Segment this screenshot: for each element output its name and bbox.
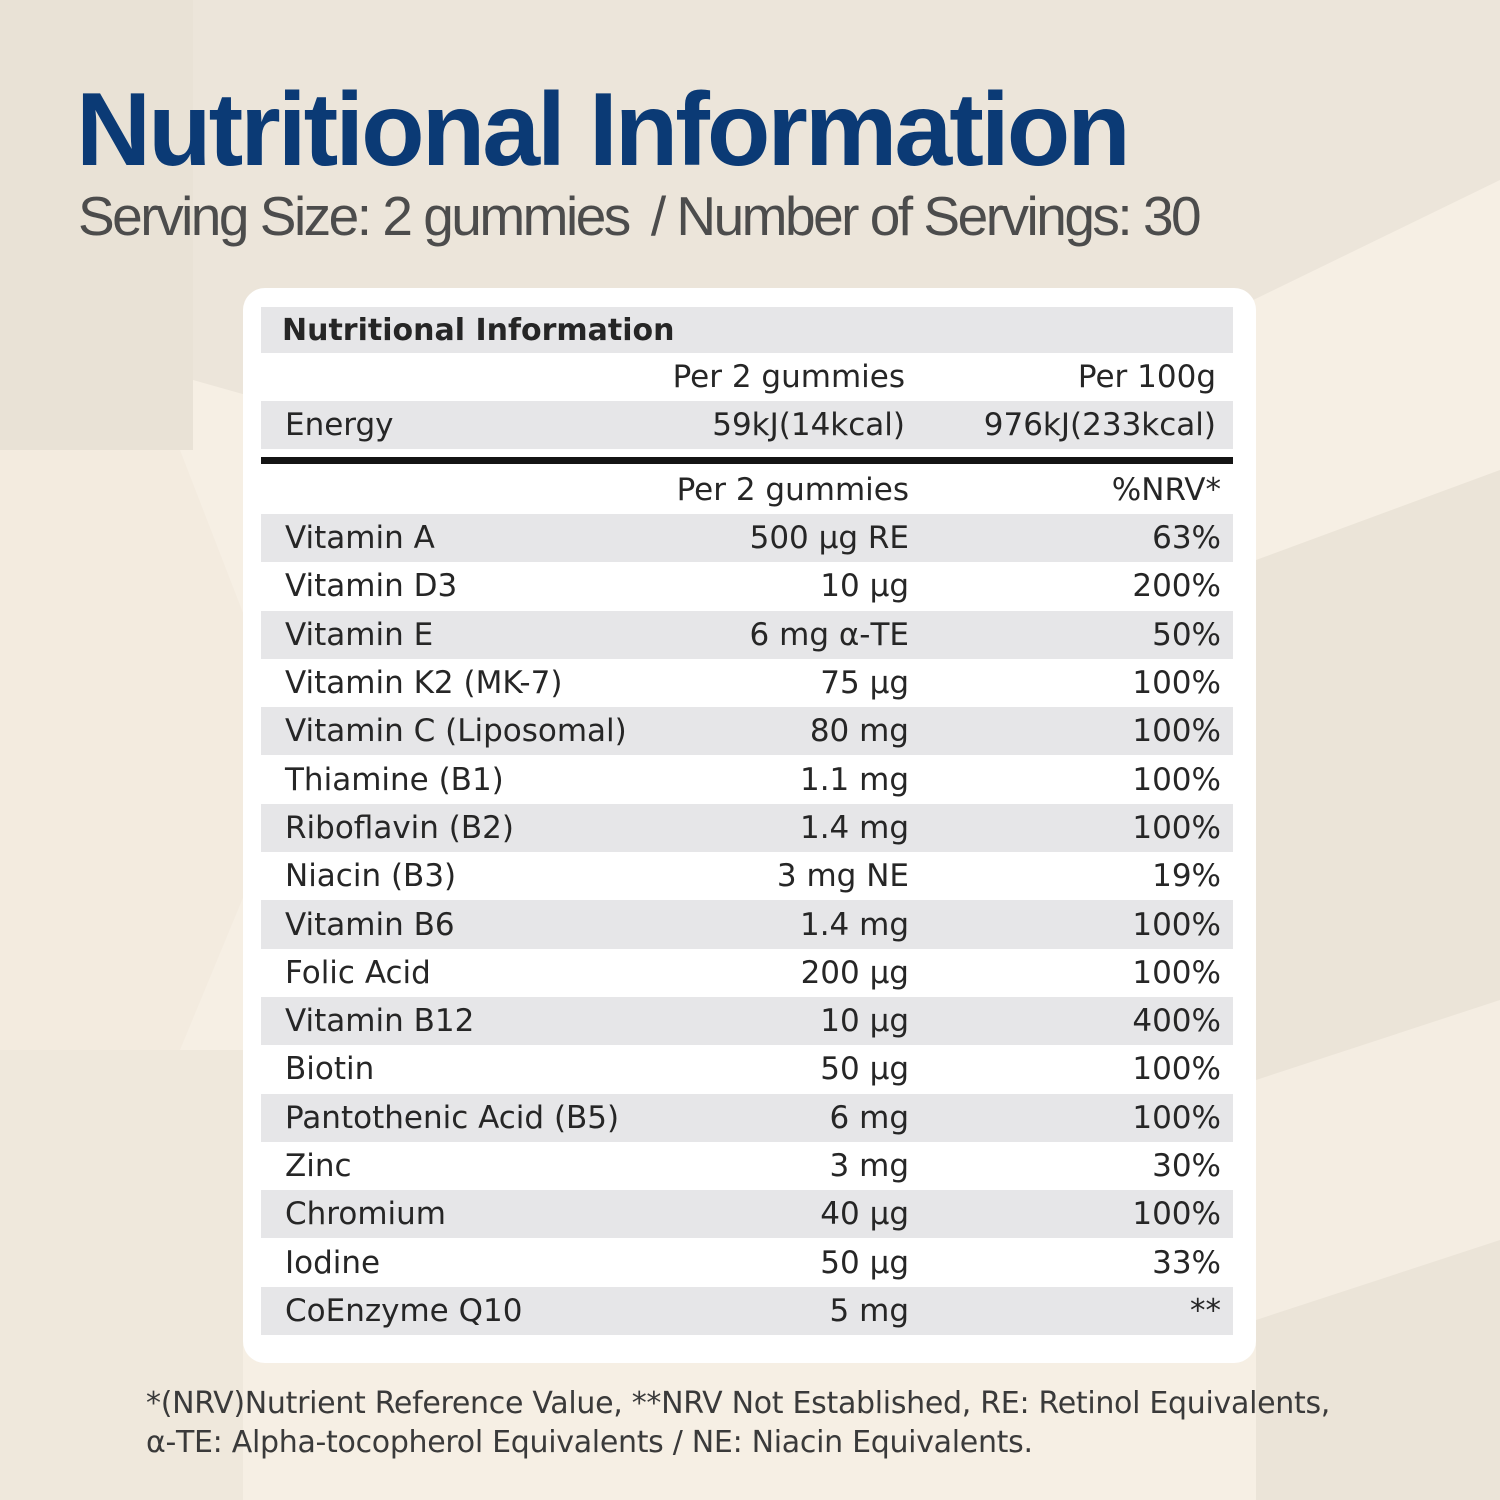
nutrient-name: Vitamin A [285, 520, 435, 557]
table-row: Thiamine (B1) 1.1 mg 100% [261, 755, 1233, 803]
nutrient-name: Biotin [285, 1051, 375, 1088]
nutrient-amount: 1.4 mg [799, 906, 909, 943]
table-row: Vitamin B6 1.4 mg 100% [261, 900, 1233, 949]
nutrient-name: Vitamin B6 [285, 906, 455, 943]
nutrient-nrv: 33% [1152, 1244, 1221, 1281]
energy-label: Energy [285, 407, 394, 443]
nutrient-name: Vitamin E [285, 616, 434, 653]
table-row: Vitamin K2 (MK-7) 75 µg 100% [261, 659, 1233, 707]
table-row: CoEnzyme Q10 5 mg ** [261, 1286, 1233, 1336]
nutrient-name: Iodine [285, 1244, 381, 1281]
nutrient-name: Thiamine (B1) [285, 761, 504, 798]
nutrient-name: Zinc [285, 1148, 352, 1184]
energy-row: Energy 59kJ(14kcal) 976kJ(233kcal) [261, 401, 1233, 449]
table-row: Zinc 3 mg 30% [261, 1142, 1233, 1190]
nutrient-header-row: Per 2 gummies %NRV* [261, 466, 1233, 514]
nutrient-nrv: 50% [1152, 616, 1221, 653]
table-row: Vitamin B12 10 µg 400% [261, 996, 1233, 1046]
nutrient-nrv: 100% [1132, 1196, 1221, 1233]
nutrient-name: CoEnzyme Q10 [285, 1292, 523, 1329]
nutrition-card: Nutritional Information Per 2 gummies Pe… [243, 288, 1256, 1363]
nutrient-nrv: 100% [1132, 665, 1221, 702]
footnote-line-2: α-TE: Alpha-tocopherol Equivalents / NE:… [146, 1425, 1033, 1460]
nutrient-name: Chromium [285, 1196, 446, 1233]
nutrient-amount: 5 mg [829, 1292, 909, 1329]
nutrient-amount: 3 mg NE [776, 858, 909, 895]
energy-col-100g: Per 100g [1077, 359, 1216, 395]
table-row: Niacin (B3) 3 mg NE 19% [261, 852, 1233, 900]
nutrient-nrv: 30% [1152, 1148, 1221, 1184]
nutrient-nrv: 100% [1132, 809, 1221, 846]
nutrient-nrv: 200% [1132, 568, 1221, 605]
nutrient-nrv: 63% [1152, 520, 1221, 557]
nutrient-name: Vitamin K2 (MK-7) [285, 665, 563, 702]
nutrient-nrv: ** [1190, 1292, 1221, 1329]
table-row: Chromium 40 µg 100% [261, 1190, 1233, 1239]
nutrient-name: Vitamin C (Liposomal) [285, 713, 627, 750]
nutrient-amount: 6 mg α-TE [749, 616, 909, 653]
serving-info: Serving Size: 2 gummies / Number of Servi… [78, 184, 1202, 248]
nutrient-amount: 10 µg [820, 1003, 909, 1040]
nutrient-amount: 1.4 mg [799, 809, 909, 846]
nutrient-amount: 10 µg [820, 568, 909, 605]
nutrient-amount: 80 mg [809, 713, 909, 750]
nutrient-nrv: 100% [1132, 954, 1221, 991]
nutrient-amount: 6 mg [829, 1099, 909, 1136]
table-row: Vitamin C (Liposomal) 80 mg 100% [261, 707, 1233, 756]
nutrient-nrv: 100% [1132, 1099, 1221, 1136]
nutrient-col-serving: Per 2 gummies [676, 472, 909, 508]
nutrient-amount: 50 µg [820, 1244, 909, 1281]
energy-header-row: Per 2 gummies Per 100g [261, 353, 1233, 401]
nutrient-amount: 500 µg RE [749, 520, 909, 557]
table-divider [261, 457, 1233, 464]
nutrient-nrv: 19% [1152, 858, 1221, 895]
table-title: Nutritional Information [282, 312, 675, 348]
table-row: Iodine 50 µg 33% [261, 1238, 1233, 1286]
table-row: Folic Acid 200 µg 100% [261, 949, 1233, 997]
table-title-row: Nutritional Information [261, 307, 1233, 353]
table-row: Vitamin A 500 µg RE 63% [261, 514, 1233, 563]
nutrient-amount: 3 mg [829, 1148, 909, 1184]
table-row: Biotin 50 µg 100% [261, 1045, 1233, 1093]
table-row: Vitamin E 6 mg α-TE 50% [261, 610, 1233, 659]
nutrient-amount: 50 µg [820, 1051, 909, 1088]
nutrient-name: Riboflavin (B2) [285, 809, 514, 846]
nutrient-nrv: 100% [1132, 713, 1221, 750]
footnote: *(NRV)Nutrient Reference Value, **NRV No… [146, 1384, 1446, 1462]
serving-size: Serving Size: 2 gummies [78, 185, 631, 247]
nutrient-nrv: 100% [1132, 906, 1221, 943]
nutrient-nrv: 400% [1132, 1003, 1221, 1040]
footnote-line-1: *(NRV)Nutrient Reference Value, **NRV No… [146, 1386, 1331, 1421]
number-of-servings: / Number of Servings: 30 [650, 185, 1202, 247]
nutrient-amount: 40 µg [820, 1196, 909, 1233]
nutrient-rows: Vitamin A 500 µg RE 63% Vitamin D3 10 µg 200%… [261, 514, 1233, 1336]
nutrient-name: Pantothenic Acid (B5) [285, 1099, 620, 1136]
table-row: Riboflavin (B2) 1.4 mg 100% [261, 803, 1233, 853]
nutrient-amount: 75 µg [820, 665, 909, 702]
energy-per-serving: 59kJ(14kcal) [712, 407, 905, 443]
energy-per-100g: 976kJ(233kcal) [983, 407, 1216, 443]
nutrient-name: Vitamin D3 [285, 568, 458, 605]
table-row: Pantothenic Acid (B5) 6 mg 100% [261, 1093, 1233, 1142]
nutrient-nrv: 100% [1132, 761, 1221, 798]
page-title: Nutritional Information [76, 72, 1131, 188]
nutrient-name: Vitamin B12 [285, 1003, 475, 1040]
nutrient-amount: 1.1 mg [799, 761, 909, 798]
table-row: Vitamin D3 10 µg 200% [261, 562, 1233, 610]
energy-col-serving: Per 2 gummies [672, 359, 905, 395]
nutrient-name: Niacin (B3) [285, 858, 457, 895]
nutrient-nrv: 100% [1132, 1051, 1221, 1088]
nutrient-name: Folic Acid [285, 954, 431, 991]
nutrient-amount: 200 µg [800, 954, 909, 991]
nutrition-table: Nutritional Information Per 2 gummies Pe… [261, 307, 1233, 1336]
nutrient-col-nrv: %NRV* [1111, 472, 1221, 508]
